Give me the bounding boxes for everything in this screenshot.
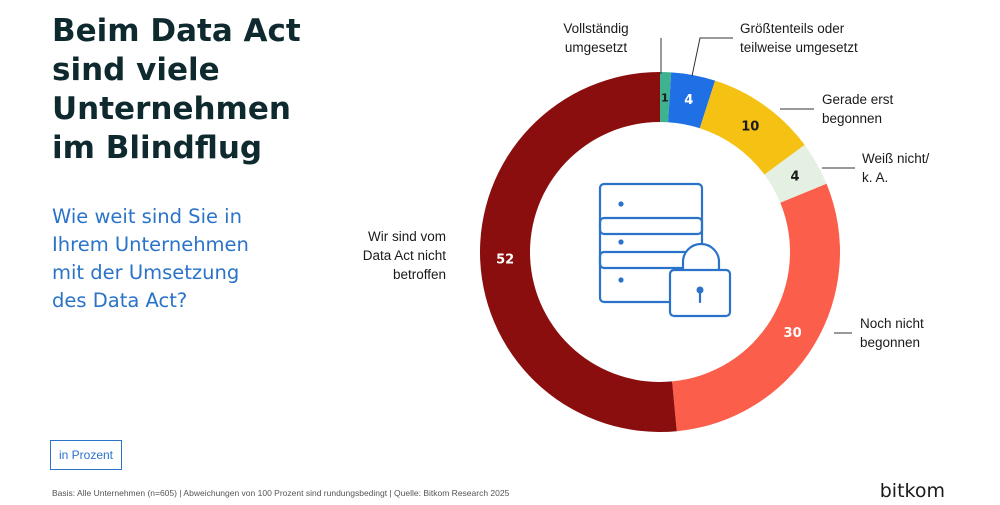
slice-category-label: Data Act nicht (363, 248, 447, 263)
slice-category-label: Weiß nicht/ (862, 151, 930, 166)
donut-slice (699, 80, 805, 175)
unit-label: in Prozent (50, 440, 122, 470)
value-labels: 1 4 10 4 30 52 (496, 92, 802, 341)
source-footnote: Basis: Alle Unternehmen (n=605) | Abweic… (52, 488, 510, 498)
category-labels: Vollständig umgesetzt Größtenteils oder tei… (363, 21, 930, 350)
leader-lines (660, 37, 855, 334)
slice-value-label: 4 (684, 93, 693, 108)
brand-logo: bitkom (879, 480, 945, 502)
slice-category-label: Vollständig (563, 21, 628, 36)
slice-category-label: Gerade erst (822, 92, 894, 107)
donut-slice (660, 72, 672, 123)
slice-category-label: Noch nicht (860, 316, 924, 331)
slice-category-label: teilweise umgesetzt (740, 40, 858, 55)
slice-category-label: umgesetzt (565, 40, 628, 55)
slice-category-label: begonnen (822, 111, 882, 126)
slice-category-label: Wir sind vom (368, 229, 446, 244)
slice-value-label: 10 (741, 120, 759, 135)
slice-value-label: 52 (496, 253, 514, 268)
donut-slice (764, 144, 827, 203)
donut-slice (668, 72, 716, 129)
slice-category-label: Größtenteils oder (740, 21, 845, 36)
slice-value-label: 30 (784, 326, 802, 341)
slice-value-label: 4 (791, 169, 800, 184)
donut-slices (480, 72, 840, 432)
slice-category-label: betroffen (393, 267, 446, 282)
slice-category-label: k. A. (862, 170, 888, 185)
chart-subtitle: Wie weit sind Sie in Ihrem Unternehmen m… (52, 205, 249, 312)
slice-category-label: begonnen (860, 335, 920, 350)
leader-line (691, 37, 733, 77)
server-lock-icon (598, 182, 732, 318)
chart-title: Beim Data Act sind viele Unternehmen im … (52, 13, 301, 166)
slice-value-label: 1 (661, 92, 669, 105)
donut-slice (672, 183, 840, 432)
donut-slice (480, 72, 677, 432)
